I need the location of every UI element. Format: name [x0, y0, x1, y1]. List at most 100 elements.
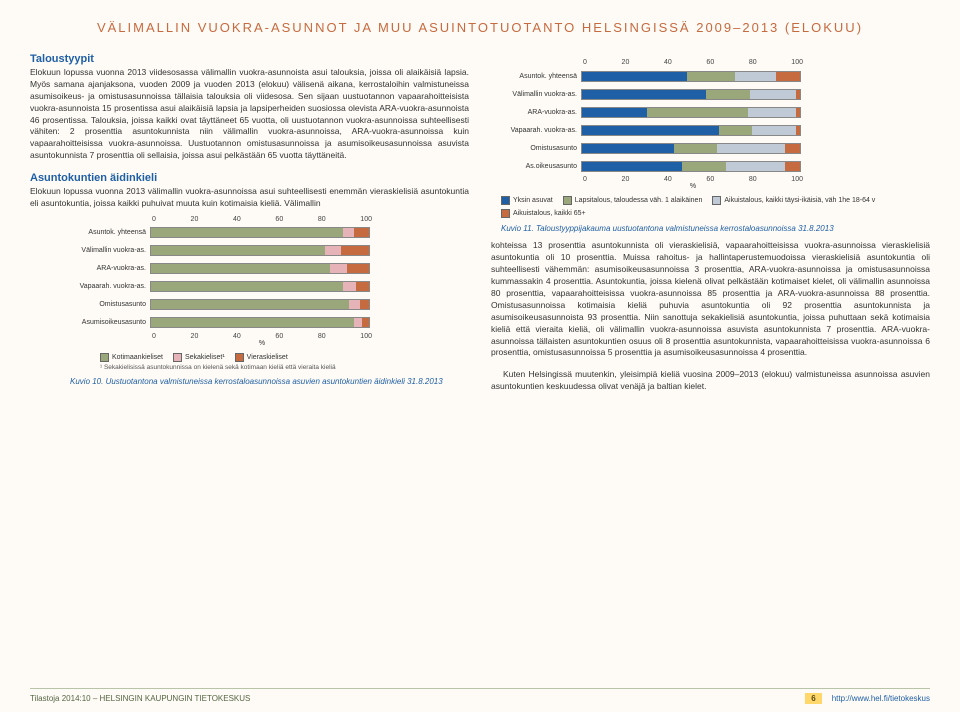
bar-segment: [354, 228, 369, 237]
left-column: Taloustyypit Elokuun lopussa vuonna 2013…: [30, 53, 469, 403]
bar-segment: [735, 72, 776, 81]
bar-label: Omistusasunto: [491, 145, 581, 152]
bar-segment: [582, 108, 647, 117]
bar-row: Välimallin vuokra-as.: [491, 86, 930, 102]
bar-label: ARA-vuokra-as.: [491, 109, 581, 116]
legend-label: Lapsitalous, taloudessa väh. 1 alaikäine…: [575, 197, 703, 204]
bar-track: [150, 263, 370, 274]
bar-row: Vapaarah. vuokra-as.: [60, 279, 469, 295]
chart-10: 020406080100 Asuntok. yhteensäVälimallin…: [60, 216, 469, 371]
content-columns: Taloustyypit Elokuun lopussa vuonna 2013…: [30, 53, 930, 403]
legend-swatch: [173, 353, 182, 362]
bar-label: Asumisoikeusasunto: [60, 319, 150, 326]
bar-label: As.oikeusasunto: [491, 163, 581, 170]
bar-row: Asuntok. yhteensä: [60, 225, 469, 241]
bar-segment: [582, 144, 674, 153]
bar-segment: [582, 90, 706, 99]
legend-swatch: [501, 196, 510, 205]
legend-item: Yksin asuvat: [501, 196, 553, 205]
bar-segment: [349, 300, 360, 309]
bar-label: Vapaarah. vuokra-as.: [60, 283, 150, 290]
bar-segment: [341, 246, 369, 255]
bar-label: Välimallin vuokra-as.: [60, 247, 150, 254]
chart11-axis-bottom: 020406080100: [583, 176, 803, 183]
bar-segment: [151, 282, 343, 291]
bar-segment: [356, 282, 369, 291]
legend-label: Yksin asuvat: [513, 197, 553, 204]
chart11-caption: Kuvio 11. Taloustyyppijakauma uustuotant…: [501, 224, 930, 234]
bar-segment: [706, 90, 750, 99]
legend-label: Aikuistalous, kaikki täysi-ikäisiä, väh …: [724, 197, 875, 204]
bar-segment: [151, 300, 349, 309]
bar-track: [581, 71, 801, 82]
para-right-2: Kuten Helsingissä muutenkin, yleisimpiä …: [491, 369, 930, 393]
legend-swatch: [563, 196, 572, 205]
bar-segment: [776, 72, 800, 81]
bar-track: [150, 281, 370, 292]
bar-segment: [726, 162, 785, 171]
bar-segment: [582, 126, 719, 135]
bar-row: Omistusasunto: [60, 297, 469, 313]
bar-row: Asumisoikeusasunto: [60, 315, 469, 331]
footer-link[interactable]: http://www.hel.fi/tietokeskus: [832, 694, 930, 703]
bar-row: Asuntok. yhteensä: [491, 68, 930, 84]
bar-segment: [362, 318, 369, 327]
heading-aidinkieli: Asuntokuntien äidinkieli: [30, 172, 469, 184]
bar-segment: [785, 144, 800, 153]
legend-item: Kotimaankieliset: [100, 353, 163, 362]
legend-label: Aikuistalous, kaikki 65+: [513, 210, 586, 217]
legend-item: Aikuistalous, kaikki 65+: [501, 209, 586, 218]
para-aidinkieli: Elokuun lopussa vuonna 2013 välimallin v…: [30, 186, 469, 210]
bar-row: Vapaarah. vuokra-as.: [491, 122, 930, 138]
bar-track: [150, 245, 370, 256]
bar-track: [581, 161, 801, 172]
bar-segment: [785, 162, 800, 171]
bar-segment: [151, 264, 330, 273]
bar-segment: [796, 108, 800, 117]
chart11-axis-top: 020406080100: [583, 59, 803, 66]
bar-segment: [330, 264, 347, 273]
bar-segment: [719, 126, 752, 135]
legend-item: Aikuistalous, kaikki täysi-ikäisiä, väh …: [712, 196, 875, 205]
page-number: 6: [805, 693, 821, 704]
bar-segment: [752, 126, 796, 135]
bar-row: Välimallin vuokra-as.: [60, 243, 469, 259]
page-footer: Tilastoja 2014:10 – HELSINGIN KAUPUNGIN …: [30, 688, 930, 704]
bar-label: Välimallin vuokra-as.: [491, 91, 581, 98]
bar-track: [150, 227, 370, 238]
legend-swatch: [712, 196, 721, 205]
bar-track: [581, 89, 801, 100]
bar-label: Asuntok. yhteensä: [491, 73, 581, 80]
bar-segment: [343, 282, 356, 291]
bar-segment: [582, 162, 682, 171]
heading-taloustyypit: Taloustyypit: [30, 53, 469, 65]
bar-row: As.oikeusasunto: [491, 158, 930, 174]
para-taloustyypit: Elokuun lopussa vuonna 2013 viidesosassa…: [30, 67, 469, 162]
bar-segment: [347, 264, 369, 273]
bar-track: [581, 125, 801, 136]
bar-segment: [582, 72, 687, 81]
legend-item: Sekakieliset¹: [173, 353, 225, 362]
para-right-1: kohteissa 13 prosenttia asuntokunnista o…: [491, 240, 930, 359]
legend-label: Vieraskieliset: [247, 354, 288, 361]
chart11-legend: Yksin asuvat Lapsitalous, taloudessa väh.…: [501, 196, 930, 218]
chart10-legend: Kotimaankieliset Sekakieliset¹ Vieraskieli…: [100, 353, 469, 362]
page-title: VÄLIMALLIN VUOKRA-ASUNNOT JA MUU ASUINTO…: [30, 20, 930, 35]
legend-item: Lapsitalous, taloudessa väh. 1 alaikäine…: [563, 196, 703, 205]
bar-track: [150, 317, 370, 328]
bar-segment: [717, 144, 785, 153]
legend-swatch: [235, 353, 244, 362]
legend-label: Sekakieliset¹: [185, 354, 225, 361]
legend-label: Kotimaankieliset: [112, 354, 163, 361]
bar-segment: [151, 318, 354, 327]
bar-segment: [682, 162, 726, 171]
chart10-caption: Kuvio 10. Uustuotantona valmistuneissa k…: [70, 377, 469, 387]
bar-label: Asuntok. yhteensä: [60, 229, 150, 236]
bar-segment: [325, 246, 340, 255]
bar-track: [150, 299, 370, 310]
bar-row: ARA-vuokra-as.: [491, 104, 930, 120]
bar-label: Vapaarah. vuokra-as.: [491, 127, 581, 134]
bar-segment: [647, 108, 747, 117]
chart11-pct-label: %: [583, 183, 803, 190]
bar-track: [581, 107, 801, 118]
